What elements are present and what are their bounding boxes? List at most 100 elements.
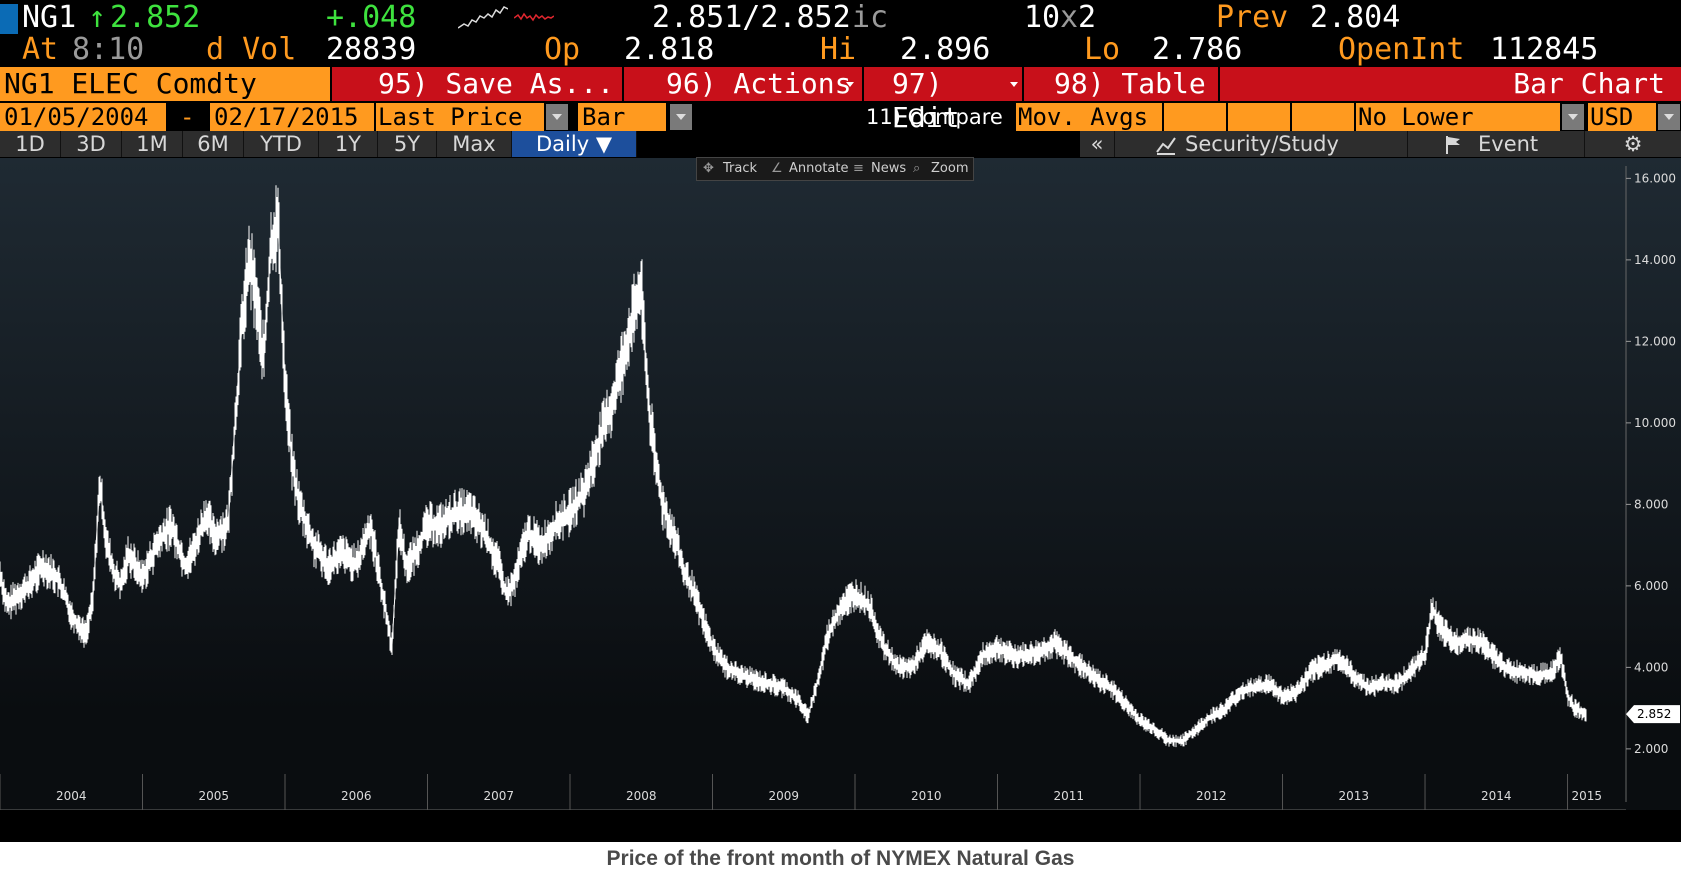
bid-ask-suffix: ic	[852, 0, 889, 35]
security-name: NG1 ELEC Comdty	[4, 67, 257, 100]
range-tab-1d[interactable]: 1D	[0, 131, 61, 157]
zoom-button[interactable]: Zoom	[931, 161, 969, 176]
prev-label: Prev	[1216, 0, 1289, 35]
x-tick-label: 2009	[768, 789, 799, 803]
lower-chart-select[interactable]: No Lower Chart	[1356, 103, 1560, 131]
zoom-icon: ⌕	[913, 161, 921, 176]
sparkline-intraday-icon	[458, 6, 508, 29]
price-field-select[interactable]: Last Price	[376, 103, 544, 131]
actions-menu[interactable]: 96) Actions	[624, 67, 862, 101]
study-slot-1[interactable]	[1164, 103, 1226, 131]
security-field[interactable]: NG1 ELEC Comdty	[0, 67, 330, 101]
open-price: 2.818	[624, 32, 715, 67]
x-tick-label: 2010	[911, 789, 942, 803]
x-tick-label: 2007	[483, 789, 514, 803]
y-tick-label: 12.000	[1634, 334, 1676, 348]
price-chart: 16.000 14.000 12.000 10.000 8.000 6.000 4.000 2…	[0, 166, 1680, 810]
range-tab-1m[interactable]: 1M	[122, 131, 183, 157]
end-date-field[interactable]: 02/17/2015	[210, 103, 374, 131]
study-slot-3[interactable]	[1292, 103, 1354, 131]
annotate-icon: ∠	[771, 161, 783, 176]
volume-label: d Vol	[206, 32, 297, 67]
range-tab-5y[interactable]: 5Y	[378, 131, 437, 157]
price-field-dropdown-icon[interactable]	[546, 104, 568, 130]
open-label: Op	[544, 32, 581, 67]
open-interest: 112845	[1490, 32, 1599, 67]
edit-menu[interactable]: 97) Edit	[864, 67, 1022, 134]
range-tab-6m[interactable]: 6M	[183, 131, 244, 157]
settings-gear-icon[interactable]: ⚙	[1585, 131, 1681, 157]
x-tick-label: 2013	[1338, 789, 1369, 803]
security-study-button[interactable]: Security/Study	[1115, 131, 1408, 157]
last-price: 2.852	[110, 0, 201, 35]
ticker-marker	[0, 4, 18, 34]
event-button[interactable]: Event	[1408, 131, 1585, 157]
ticker[interactable]: NG1	[22, 0, 77, 35]
lower-chart-dropdown-icon[interactable]	[1562, 104, 1584, 130]
y-tick-label: 8.000	[1634, 497, 1668, 511]
chart-type-label: Bar Chart	[1220, 67, 1681, 101]
x-tick-label: 2006	[341, 789, 372, 803]
open-interest-label: OpenInt	[1338, 32, 1465, 67]
size-separator: x	[1060, 0, 1079, 35]
low-label: Lo	[1084, 32, 1121, 67]
actions-dropdown-icon	[846, 82, 854, 87]
track-button[interactable]: Track	[723, 161, 758, 176]
date-range-dash: -	[180, 103, 195, 131]
high-price: 2.896	[900, 32, 991, 67]
currency-select[interactable]: USD	[1588, 103, 1656, 131]
y-tick-label: 14.000	[1634, 253, 1676, 267]
low-price: 2.786	[1152, 32, 1243, 67]
collapse-panel-button[interactable]: «	[1080, 131, 1115, 157]
y-tick-label: 10.000	[1634, 416, 1676, 430]
x-tick-label: 2014	[1481, 789, 1512, 803]
up-arrow-icon: ↑	[88, 0, 107, 35]
style-dropdown-icon[interactable]	[670, 104, 692, 130]
study-slot-2[interactable]	[1228, 103, 1290, 131]
currency-dropdown-icon[interactable]	[1658, 104, 1680, 130]
annotate-button[interactable]: Annotate	[789, 161, 849, 176]
x-tick-label: 2008	[626, 789, 657, 803]
x-tick-label: 2015	[1571, 789, 1602, 803]
x-tick-label: 2011	[1053, 789, 1084, 803]
x-tick-label: 2012	[1196, 789, 1227, 803]
mov-avgs-field[interactable]: Mov. Avgs	[1016, 103, 1162, 131]
time-label: At	[22, 32, 59, 67]
study-chart-icon	[1155, 131, 1177, 162]
news-icon: ≡	[853, 161, 864, 176]
range-tab-3d[interactable]: 3D	[61, 131, 122, 157]
last-value-label: 2.852	[1637, 707, 1671, 721]
news-button[interactable]: News	[871, 161, 907, 176]
range-tab-1y[interactable]: 1Y	[319, 131, 378, 157]
chart-toolbar: ✥ Track ∠ Annotate ≡ News ⌕ Zoom	[696, 157, 974, 181]
net-change: +.048	[326, 0, 417, 35]
style-select[interactable]: Bar	[578, 103, 666, 131]
bid-size: 10	[1024, 0, 1061, 35]
y-tick-label: 2.000	[1634, 742, 1668, 756]
range-tab-max[interactable]: Max	[437, 131, 512, 157]
chart-caption: Price of the front month of NYMEX Natura…	[0, 842, 1681, 880]
terminal-window: NG1 ↑ 2.852 +.048 2.851/2.852 ic 10 x 2 …	[0, 0, 1681, 842]
sparkline-tick-icon	[514, 12, 554, 22]
x-tick-label: 2004	[56, 789, 87, 803]
last-value-tag	[1626, 705, 1680, 724]
start-date-field[interactable]: 01/05/2004	[0, 103, 166, 131]
edit-dropdown-icon	[1010, 82, 1018, 87]
high-label: Hi	[820, 32, 857, 67]
track-icon: ✥	[703, 161, 714, 176]
save-as-button[interactable]: 95) Save As...	[332, 67, 622, 101]
ask-size: 2	[1078, 0, 1097, 35]
x-tick-label: 2005	[198, 789, 229, 803]
table-button[interactable]: 98) Table	[1024, 67, 1218, 101]
quote-time: 8:10	[72, 32, 145, 67]
range-tab-ytd[interactable]: YTD	[244, 131, 319, 157]
frequency-select[interactable]: Daily ▼	[512, 131, 637, 157]
compare-button[interactable]: 11) Compare	[866, 105, 1003, 129]
prev-close: 2.804	[1310, 0, 1401, 35]
y-tick-label: 16.000	[1634, 171, 1676, 185]
price-series-bars	[0, 185, 1587, 748]
flag-icon	[1444, 131, 1462, 162]
y-tick-label: 6.000	[1634, 579, 1668, 593]
volume: 28839	[326, 32, 417, 67]
y-tick-label: 4.000	[1634, 660, 1668, 674]
